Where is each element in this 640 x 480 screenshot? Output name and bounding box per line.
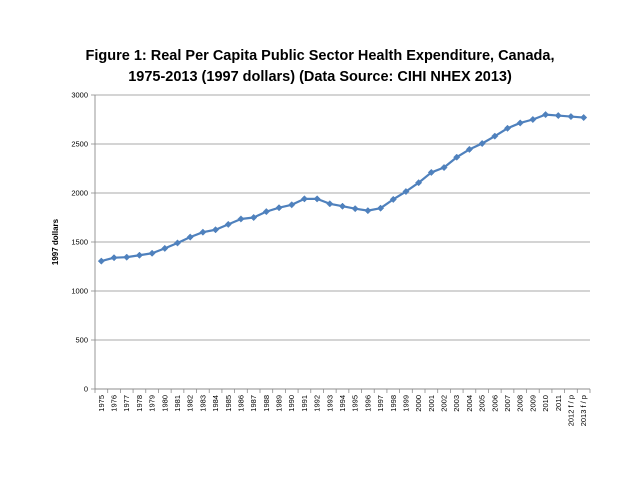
data-point-1992 [313,195,321,203]
y-tick-labels: 0 500 1000 1500 2000 2500 3000 [71,91,88,394]
data-point-1989 [275,204,283,212]
x-tick-label-1998: 1998 [389,395,398,412]
data-point-2006 [491,132,499,140]
data-point-2005 [478,139,486,148]
gridlines [95,94,590,341]
chart-title-line-1: Figure 1: Real Per Capita Public Sector … [85,48,555,64]
x-tick-label-1980: 1980 [160,395,169,412]
data-point-2013-f-p [580,113,588,122]
x-tick-label-1982: 1982 [186,395,195,412]
x-tick-label-2011: 2011 [554,395,563,411]
x-tick-label-2004: 2004 [465,395,474,412]
x-tick-label-2006: 2006 [490,395,499,412]
data-point-1995 [351,205,359,213]
x-tick-label-2008: 2008 [516,395,525,412]
data-point-1984 [212,226,220,234]
data-point-1987 [250,213,258,222]
y-tick-label-2500: 2500 [71,140,88,149]
y-axis-title: 1997 dollars [51,218,60,265]
data-point-2009 [529,115,537,124]
data-point-1977 [123,253,131,261]
x-tick-label-1993: 1993 [325,395,334,412]
data-point-2008 [516,119,524,127]
x-tick-label-1981: 1981 [173,395,182,412]
x-tick-label-2005: 2005 [478,395,487,412]
chart-title-line-2: 1975-2013 (1997 dollars) (Data Source: C… [128,69,512,85]
data-point-2004 [465,145,473,153]
x-tick-label-1990: 1990 [287,395,296,412]
x-tick-label-1985: 1985 [224,395,233,412]
x-tick-label-1996: 1996 [363,395,372,412]
data-point-1986 [237,215,245,223]
data-point-1991 [300,195,308,203]
x-tick-label-1987: 1987 [249,395,258,412]
chart-title: Figure 1: Real Per Capita Public Sector … [40,46,600,88]
data-point-1999 [402,187,410,196]
x-tick-labels: 1975 1976 1977 1978 1979 1980 1981 1982 1983 1984… [97,395,588,426]
data-point-2012-f-p [567,113,575,121]
x-tick-label-1994: 1994 [338,395,347,412]
data-point-1979 [148,249,156,257]
data-point-1998 [389,195,397,203]
series-expenditure [97,111,588,265]
x-tick-label-1986: 1986 [236,395,245,412]
data-point-2011 [554,112,562,120]
x-tick-label-1991: 1991 [300,395,309,412]
x-tick-label-2002: 2002 [440,395,449,412]
data-point-1980 [161,244,169,252]
data-point-1985 [224,220,232,228]
data-point-1988 [262,208,270,216]
data-point-1997 [377,204,385,212]
y-tick-label-2000: 2000 [71,189,88,198]
x-tick-label-1979: 1979 [148,395,157,412]
x-tick-label-1989: 1989 [275,395,284,412]
data-point-1982 [186,233,194,241]
x-tick-label-1984: 1984 [211,395,220,412]
data-point-2000 [415,179,423,187]
data-point-2003 [453,153,461,161]
x-tick-label-1992: 1992 [313,395,322,412]
y-tick-label-1500: 1500 [71,238,88,247]
x-tick-label-1997: 1997 [376,395,385,412]
x-tick-label-1999: 1999 [401,395,410,412]
data-point-1975 [97,257,105,265]
x-tick-label-2001: 2001 [427,395,436,412]
x-tick-label-1976: 1976 [110,395,119,412]
y-tick-label-0: 0 [84,385,88,394]
data-point-1994 [338,202,347,210]
x-tick-label-2009: 2009 [528,395,537,412]
y-tick-label-500: 500 [75,336,88,345]
y-tick-label-1000: 1000 [71,287,88,296]
x-tick-label-1977: 1977 [122,395,131,412]
data-point-1978 [135,251,143,259]
x-tick-label-1975: 1975 [97,395,106,412]
data-point-1981 [173,239,182,247]
data-point-1993 [326,200,334,208]
x-tick-label-2012-f-p: 2012 f / p [566,395,575,426]
data-point-2007 [503,124,512,132]
x-tick-label-1995: 1995 [351,395,360,412]
y-tick-label-3000: 3000 [71,91,88,100]
data-point-1983 [199,228,207,236]
x-tick-label-1978: 1978 [135,395,144,412]
x-tick-label-2000: 2000 [414,395,423,412]
series-line [101,113,584,263]
x-tick-label-1988: 1988 [262,395,271,412]
data-point-1996 [364,207,372,215]
axes [91,94,591,393]
data-point-2002 [440,163,448,172]
data-point-2001 [427,168,435,176]
data-point-1990 [288,201,296,209]
x-tick-label-2010: 2010 [541,395,550,412]
data-point-1976 [110,254,118,262]
x-tick-label-2003: 2003 [452,395,461,412]
data-point-2010 [542,111,550,119]
x-tick-label-2007: 2007 [503,395,512,412]
x-tick-label-1983: 1983 [198,395,207,412]
x-tick-label-2013-f-p: 2013 f / p [579,395,588,426]
